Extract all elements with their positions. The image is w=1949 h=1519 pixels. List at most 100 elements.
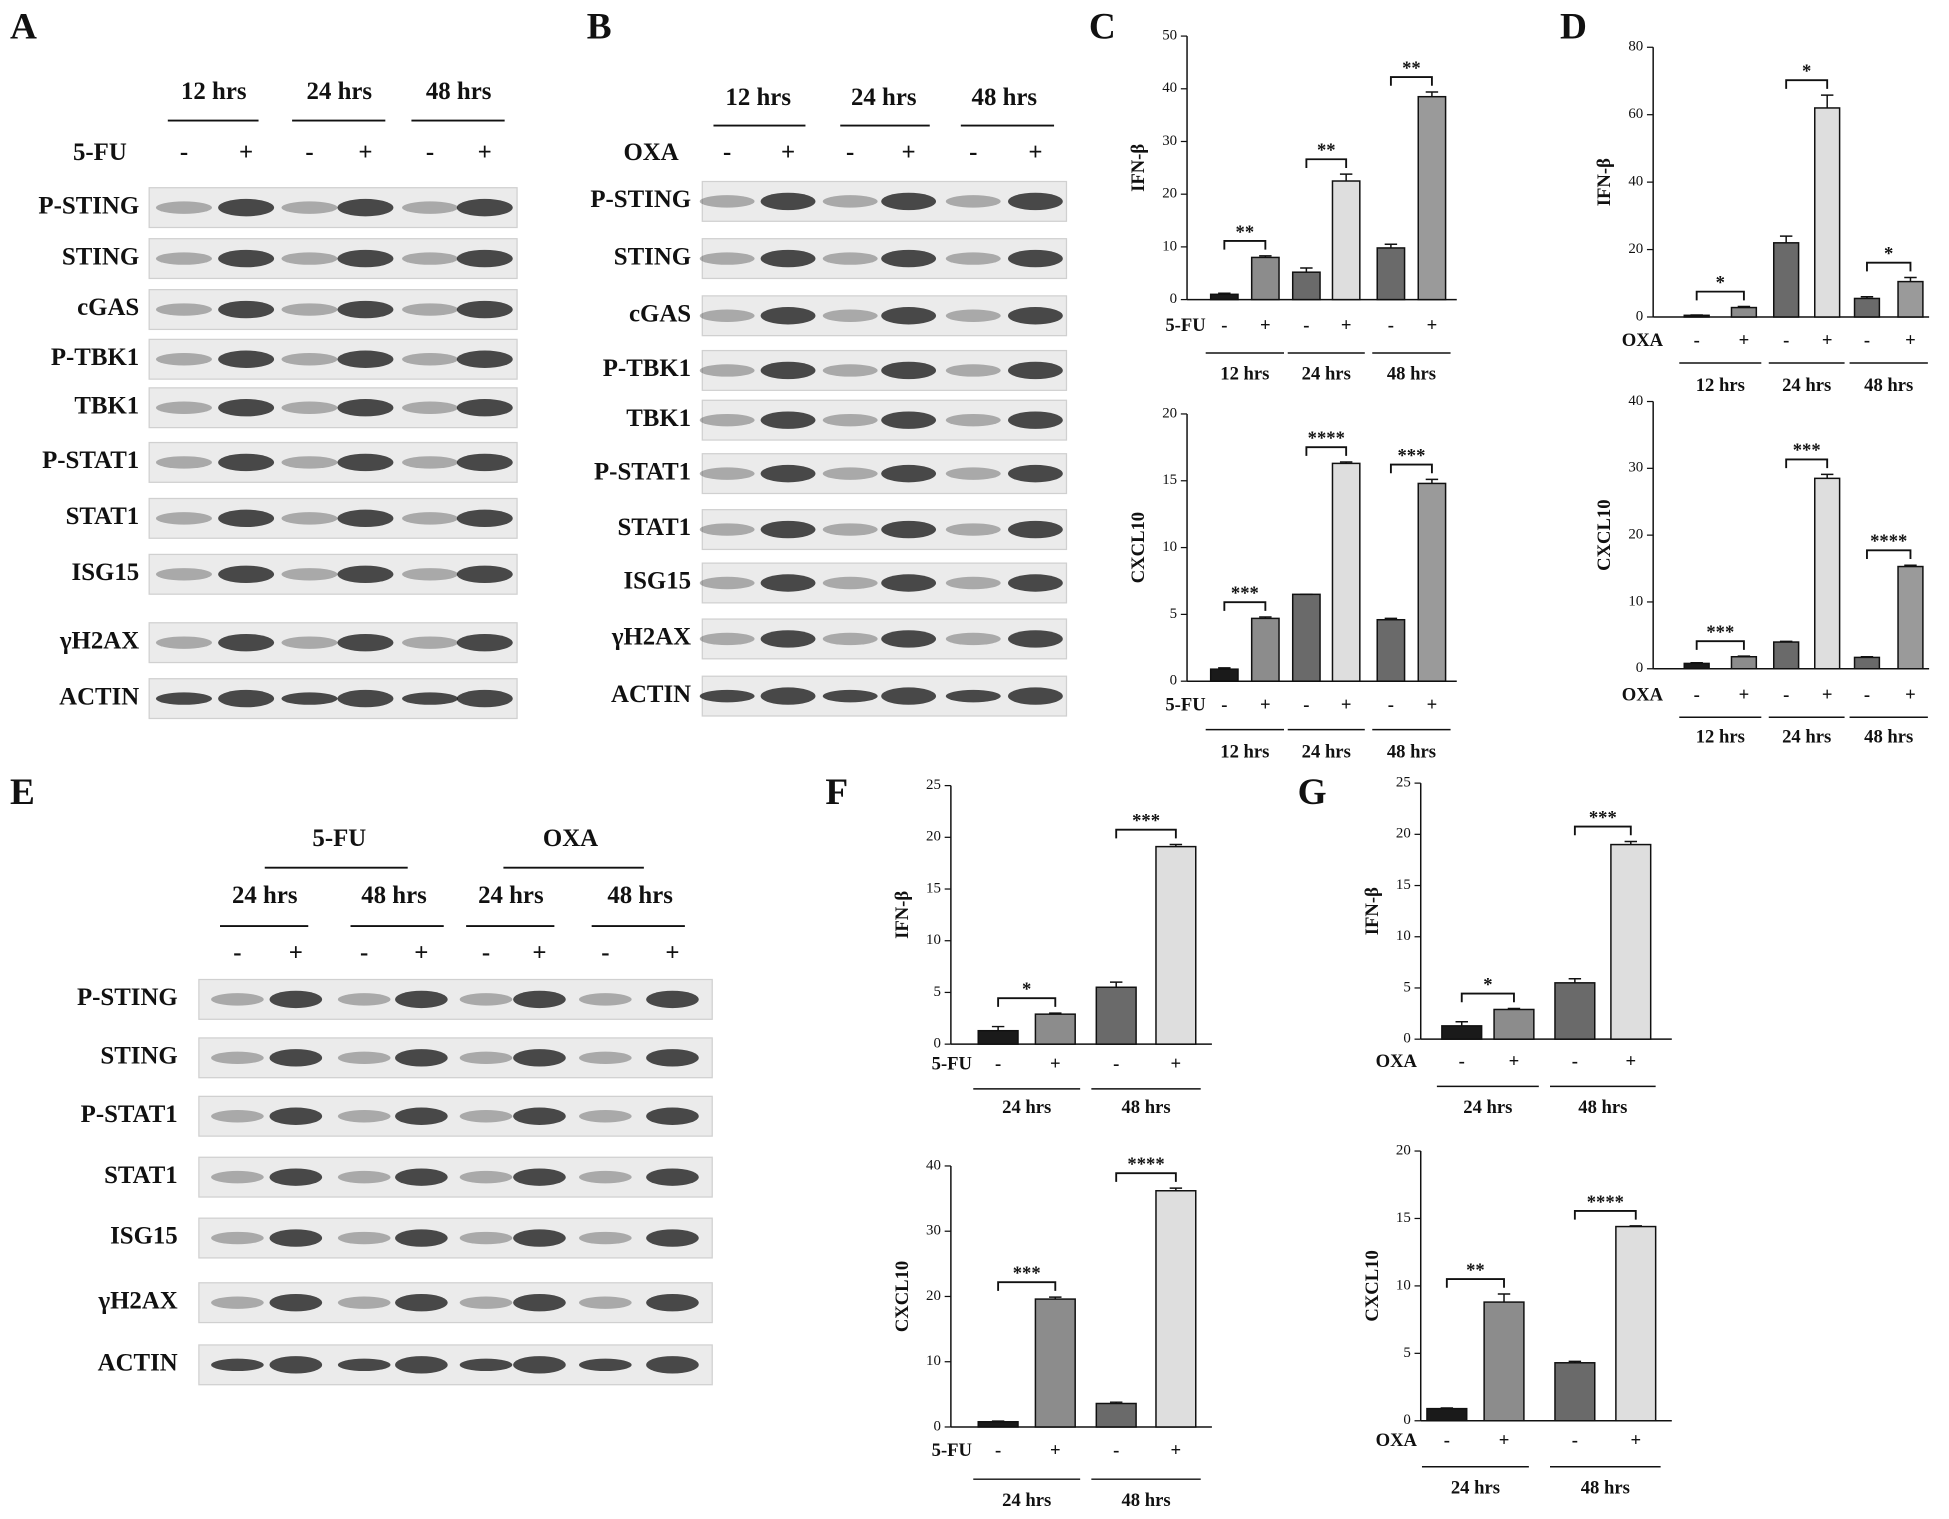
group-label: 12 hrs bbox=[1220, 742, 1269, 763]
band bbox=[822, 576, 878, 590]
error-bar bbox=[1218, 292, 1231, 295]
panel-label: A bbox=[10, 6, 37, 47]
y-tick-label: 80 bbox=[1628, 39, 1643, 55]
band bbox=[395, 1168, 448, 1186]
band bbox=[945, 309, 1001, 322]
error-bar bbox=[1425, 91, 1439, 97]
protein-label: cGAS bbox=[77, 294, 139, 321]
error-bar bbox=[1169, 843, 1183, 847]
lane-sign: + bbox=[902, 139, 916, 166]
band bbox=[218, 509, 275, 528]
sign-label: + bbox=[1822, 330, 1833, 351]
band bbox=[760, 687, 816, 705]
significance-label: *** bbox=[1013, 1263, 1041, 1284]
band bbox=[579, 993, 632, 1006]
bar bbox=[1897, 280, 1924, 318]
band bbox=[337, 993, 391, 1006]
band bbox=[579, 1231, 632, 1245]
band bbox=[281, 252, 338, 265]
group-label: 24 hrs bbox=[232, 882, 298, 909]
protein-label: STING bbox=[614, 243, 691, 270]
blot-strip bbox=[148, 497, 518, 539]
band bbox=[646, 1229, 699, 1247]
y-tick-label: 25 bbox=[1396, 775, 1411, 791]
band bbox=[218, 399, 275, 417]
y-tick-label: 5 bbox=[1170, 606, 1177, 622]
band bbox=[337, 1110, 391, 1123]
lane-sign: - bbox=[426, 139, 434, 166]
band bbox=[395, 1107, 448, 1125]
error-bar bbox=[1339, 461, 1353, 464]
band bbox=[579, 1296, 632, 1309]
band bbox=[337, 249, 394, 268]
sign-label: - bbox=[1864, 684, 1870, 705]
band bbox=[402, 353, 459, 366]
sign-label: - bbox=[995, 1440, 1001, 1461]
y-tick-label: 0 bbox=[1636, 660, 1643, 676]
protein-label: ACTIN bbox=[98, 1350, 178, 1377]
band bbox=[699, 364, 755, 377]
band bbox=[395, 1293, 448, 1312]
band bbox=[1007, 249, 1063, 268]
group-label: 12 hrs bbox=[1696, 727, 1745, 748]
treatment-label: OXA bbox=[1622, 330, 1664, 351]
significance-label: ** bbox=[1317, 140, 1336, 161]
y-tick-label: 0 bbox=[1170, 291, 1177, 307]
blot-strip bbox=[148, 289, 518, 331]
blot-strip bbox=[148, 622, 518, 664]
band bbox=[646, 1356, 699, 1374]
group-label: 24 hrs bbox=[1782, 375, 1831, 396]
band bbox=[459, 1110, 513, 1123]
group-label: 48 hrs bbox=[1864, 375, 1913, 396]
significance-bracket bbox=[1305, 158, 1348, 168]
treatment-label: 5-FU bbox=[932, 1054, 972, 1075]
band bbox=[1007, 411, 1063, 429]
y-tick-label: 10 bbox=[926, 1353, 941, 1369]
group-label: 48 hrs bbox=[1121, 1490, 1170, 1511]
band bbox=[881, 249, 937, 268]
band bbox=[155, 353, 212, 366]
band bbox=[579, 1051, 632, 1065]
sign-label: + bbox=[1171, 1054, 1182, 1075]
sign-label: + bbox=[1427, 694, 1438, 715]
y-tick-label: 15 bbox=[1396, 1210, 1411, 1226]
band bbox=[760, 192, 816, 211]
significance-bracket bbox=[1573, 825, 1632, 836]
group-label: 24 hrs bbox=[478, 882, 544, 909]
band bbox=[337, 633, 394, 652]
band bbox=[1007, 361, 1063, 380]
y-tick-label: 40 bbox=[926, 1157, 941, 1173]
band bbox=[337, 1358, 391, 1372]
significance-bracket bbox=[1866, 261, 1912, 272]
band bbox=[699, 413, 755, 427]
band bbox=[513, 990, 566, 1009]
group-label: 48 hrs bbox=[607, 882, 673, 909]
error-bar bbox=[1384, 617, 1398, 620]
significance-label: * bbox=[1884, 243, 1893, 264]
band bbox=[269, 1229, 323, 1247]
band bbox=[945, 195, 1001, 208]
protein-label: TBK1 bbox=[626, 405, 691, 432]
band bbox=[881, 687, 937, 705]
protein-label: STING bbox=[100, 1043, 177, 1070]
error-bar bbox=[1049, 1296, 1062, 1300]
sign-label: - bbox=[1572, 1051, 1578, 1072]
error-bar bbox=[1737, 655, 1751, 657]
significance-bracket bbox=[997, 1281, 1057, 1291]
lane-sign: - bbox=[180, 139, 188, 166]
band bbox=[822, 467, 878, 480]
significance-label: **** bbox=[1308, 428, 1345, 449]
significance-bracket bbox=[1389, 463, 1433, 474]
significance-label: **** bbox=[1127, 1154, 1164, 1175]
band bbox=[513, 1356, 566, 1374]
error-bar bbox=[1169, 1187, 1183, 1191]
band bbox=[281, 692, 338, 705]
sign-label: + bbox=[1260, 315, 1271, 336]
y-tick-label: 20 bbox=[1396, 1142, 1411, 1158]
error-bar bbox=[1860, 296, 1874, 299]
error-bar bbox=[1259, 255, 1272, 258]
band bbox=[579, 1358, 632, 1372]
band bbox=[281, 636, 338, 649]
lane-sign: - bbox=[360, 939, 368, 966]
sign-label: + bbox=[1171, 1440, 1182, 1461]
